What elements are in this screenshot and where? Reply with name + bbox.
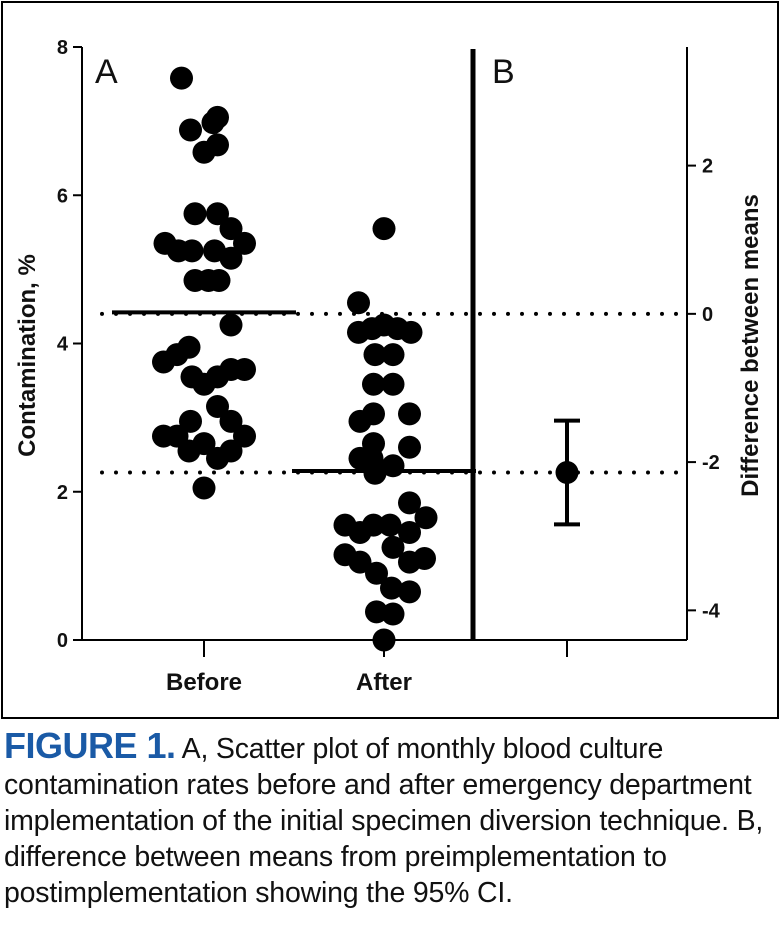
data-point-after: [381, 535, 405, 559]
panel-label-a: A: [95, 53, 118, 91]
y-axis-title-right: Difference between means: [737, 194, 764, 497]
data-point-after: [398, 491, 421, 515]
data-point-before: [233, 357, 256, 381]
data-point-after: [347, 291, 370, 315]
data-point-after: [363, 343, 387, 367]
data-point-after: [380, 576, 403, 600]
data-point-before: [206, 202, 229, 226]
data-point-before: [192, 476, 216, 500]
data-point-after: [399, 320, 423, 344]
caption-text: A, Scatter plot of monthly blood culture…: [4, 733, 764, 909]
data-point-before: [219, 439, 243, 463]
data-point-before: [177, 335, 201, 359]
data-point-after: [398, 435, 421, 459]
y-tick-label-right: 2: [702, 156, 713, 178]
data-point-after: [398, 580, 421, 604]
y-tick-label-left: 4: [57, 334, 69, 356]
data-point-after: [381, 372, 405, 396]
x-tick-label: After: [356, 669, 412, 696]
data-point-after: [372, 628, 396, 652]
data-point-before: [233, 424, 256, 448]
x-tick-label: Before: [166, 669, 242, 696]
data-point-before: [179, 118, 202, 142]
data-point-after: [363, 461, 387, 485]
data-point-after: [381, 343, 405, 367]
data-point-before: [206, 395, 229, 419]
data-point-before: [233, 231, 256, 255]
data-point-before: [207, 268, 231, 292]
data-point-before: [170, 66, 193, 90]
data-point-after: [414, 506, 438, 530]
data-point-before: [206, 133, 229, 157]
data-point-before: [219, 409, 243, 433]
data-point-after: [365, 561, 388, 585]
data-point-after: [362, 513, 385, 537]
data-point-after: [413, 546, 436, 570]
difference-mean-point: [555, 460, 579, 484]
data-point-before: [180, 239, 204, 263]
y-tick-label-left: 0: [57, 630, 68, 652]
chart: 0 2 4 6 8 2 0 -2 -4 Before After Contamination, % Di…: [14, 37, 764, 696]
figure-caption: FIGURE 1. A, Scatter plot of monthly blo…: [4, 728, 780, 911]
figure-label: FIGURE 1.: [4, 725, 176, 766]
figure-frame: 0 2 4 6 8 2 0 -2 -4 Before After Contamination, % Di…: [1, 1, 779, 719]
y-tick-label-left: 6: [57, 185, 68, 207]
y-tick-label-right: -4: [702, 600, 721, 622]
data-point-before: [206, 105, 229, 129]
data-point-before: [183, 202, 207, 226]
data-point-after: [381, 602, 405, 626]
data-point-after: [372, 217, 396, 241]
y-tick-label-right: -2: [702, 452, 720, 474]
y-tick-label-left: 2: [57, 482, 68, 504]
data-point-after: [362, 402, 385, 426]
data-point-after: [362, 372, 385, 396]
data-point-before: [179, 409, 202, 433]
data-point-before: [219, 313, 243, 337]
panel-label-b: B: [492, 53, 515, 91]
y-axis-title-left: Contamination, %: [14, 254, 41, 457]
data-point-after: [348, 550, 372, 574]
data-point-before: [219, 246, 243, 270]
data-point-after: [381, 454, 405, 478]
y-tick-label-right: 0: [702, 304, 713, 326]
data-point-before: [219, 217, 243, 241]
y-tick-label-left: 8: [57, 37, 68, 59]
data-point-after: [398, 521, 421, 545]
data-point-after: [398, 402, 421, 426]
data-point-after: [378, 513, 402, 537]
data-point-before: [192, 432, 216, 456]
